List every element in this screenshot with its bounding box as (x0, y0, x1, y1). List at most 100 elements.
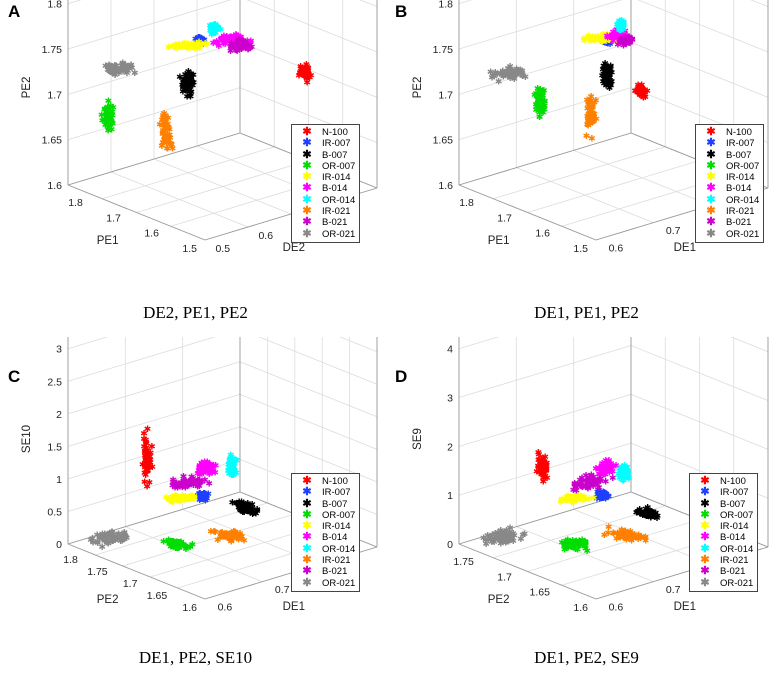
data-point: ✱ (173, 42, 181, 52)
data-point: ✱ (635, 87, 643, 97)
data-point: ✱ (195, 33, 203, 43)
legend-label: OR-007 (726, 160, 760, 172)
data-point: ✱ (144, 454, 152, 464)
data-point: ✱ (195, 37, 203, 47)
data-point: ✱ (211, 20, 219, 30)
data-point: ✱ (200, 40, 208, 50)
data-point: ✱ (162, 124, 170, 134)
data-point: ✱ (636, 510, 644, 520)
cluster-b-007: ✱✱✱✱✱✱✱✱✱✱✱✱✱✱✱✱✱✱✱✱✱✱✱✱✱✱✱✱✱✱✱✱✱✱✱✱✱✱✱✱… (599, 60, 616, 94)
legend-item: ✱ B-007 (700, 149, 759, 161)
data-point: ✱ (621, 531, 629, 541)
data-point: ✱ (620, 469, 628, 479)
data-point: ✱ (604, 37, 612, 47)
data-point: ✱ (229, 534, 237, 544)
data-point: ✱ (602, 38, 610, 48)
caption-b: DE1, PE1, PE2 (534, 303, 639, 322)
data-point: ✱ (603, 466, 611, 476)
data-point: ✱ (538, 102, 546, 112)
data-point: ✱ (637, 83, 645, 93)
data-point: ✱ (173, 495, 181, 505)
data-point: ✱ (578, 493, 586, 503)
data-point: ✱ (229, 471, 237, 481)
data-point: ✱ (242, 40, 250, 50)
data-point: ✱ (574, 492, 582, 502)
data-point: ✱ (510, 529, 518, 539)
data-point: ✱ (158, 116, 166, 126)
data-point: ✱ (172, 539, 180, 549)
data-point: ✱ (242, 44, 250, 54)
data-point: ✱ (642, 511, 650, 521)
data-point: ✱ (620, 41, 628, 51)
data-point: ✱ (159, 130, 167, 140)
z-tick-label: 1.75 (42, 44, 63, 56)
data-point: ✱ (531, 91, 539, 101)
data-point: ✱ (598, 490, 606, 500)
data-point: ✱ (303, 70, 311, 80)
data-point: ✱ (227, 44, 235, 54)
data-point: ✱ (649, 512, 657, 522)
data-point: ✱ (145, 451, 153, 461)
data-point: ✱ (615, 22, 623, 32)
data-point: ✱ (596, 477, 604, 487)
data-point: ✱ (573, 495, 581, 505)
legend-label: N-100 (726, 127, 752, 138)
data-point: ✱ (589, 104, 597, 114)
data-point: ✱ (168, 141, 176, 151)
data-point: ✱ (196, 34, 204, 44)
data-point: ✱ (637, 89, 645, 99)
data-point: ✱ (598, 493, 606, 503)
data-point: ✱ (635, 87, 643, 97)
data-point: ✱ (176, 42, 184, 52)
data-point: ✱ (489, 531, 497, 541)
data-point: ✱ (221, 36, 229, 46)
data-point: ✱ (167, 496, 175, 506)
x-axis-label: DE1 (674, 601, 696, 613)
data-point: ✱ (99, 534, 107, 544)
data-point: ✱ (601, 37, 609, 47)
data-point: ✱ (110, 67, 118, 77)
data-point: ✱ (190, 71, 198, 81)
data-point: ✱ (94, 539, 102, 549)
legend-marker-icon: ✱ (302, 497, 312, 510)
data-point: ✱ (241, 43, 249, 53)
data-point: ✱ (120, 530, 128, 540)
data-point: ✱ (146, 455, 154, 465)
data-point: ✱ (616, 17, 624, 27)
data-point: ✱ (596, 491, 604, 501)
data-point: ✱ (542, 467, 550, 477)
data-point: ✱ (200, 494, 208, 504)
data-point: ✱ (179, 492, 187, 502)
data-point: ✱ (572, 542, 580, 552)
data-point: ✱ (98, 543, 106, 553)
data-point: ✱ (618, 21, 626, 31)
data-point: ✱ (599, 36, 607, 46)
y-tick-label: 1.8 (459, 197, 474, 209)
data-point: ✱ (619, 35, 627, 45)
data-point: ✱ (193, 480, 201, 490)
data-point: ✱ (229, 532, 237, 542)
data-point: ✱ (537, 86, 545, 96)
data-point: ✱ (144, 455, 152, 465)
data-point: ✱ (169, 538, 177, 548)
data-point: ✱ (606, 32, 614, 42)
data-point: ✱ (642, 505, 650, 515)
legend-item: ✱ IR-007 (296, 137, 355, 149)
data-point: ✱ (141, 461, 149, 471)
data-point: ✱ (538, 103, 546, 113)
data-point: ✱ (143, 465, 151, 475)
data-point: ✱ (195, 34, 203, 44)
data-point: ✱ (613, 21, 621, 31)
data-point: ✱ (194, 37, 202, 47)
data-point: ✱ (536, 113, 544, 123)
data-point: ✱ (219, 532, 227, 542)
data-point: ✱ (602, 38, 610, 48)
data-point: ✱ (600, 79, 608, 89)
cluster-or-007: ✱✱✱✱✱✱✱✱✱✱✱✱✱✱✱✱✱✱✱✱✱✱✱✱✱✱✱✱✱✱✱✱✱✱✱✱✱✱✱✱… (531, 85, 549, 124)
data-point: ✱ (211, 468, 219, 478)
data-point: ✱ (179, 541, 187, 551)
data-point: ✱ (202, 493, 210, 503)
cluster-b-007: ✱✱✱✱✱✱✱✱✱✱✱✱✱✱✱✱✱✱✱✱✱✱✱✱✱✱✱✱✱✱✱✱✱✱✱✱✱✱✱✱… (176, 68, 197, 103)
data-point: ✱ (188, 41, 196, 51)
data-point: ✱ (604, 72, 612, 82)
